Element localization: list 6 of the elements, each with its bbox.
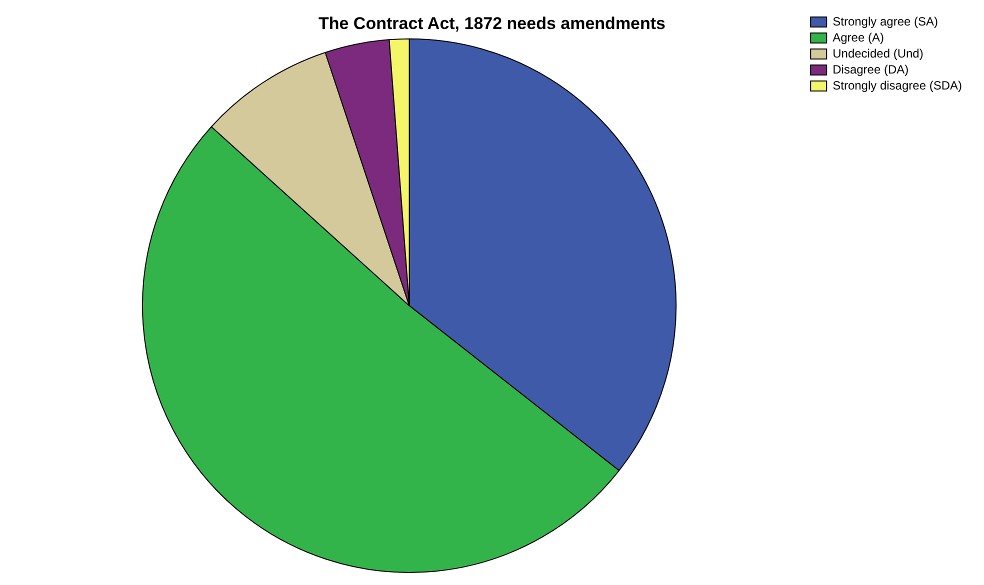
- legend-label: Strongly agree (SA): [832, 14, 938, 28]
- legend-label: Undecided (Und): [832, 46, 924, 60]
- legend-label: Agree (A): [832, 30, 884, 44]
- chart-title: The Contract Act, 1872 needs amendments: [318, 14, 666, 33]
- legend-label: Disagree (DA): [832, 62, 909, 76]
- legend-label: Strongly disagree (SDA): [832, 78, 962, 92]
